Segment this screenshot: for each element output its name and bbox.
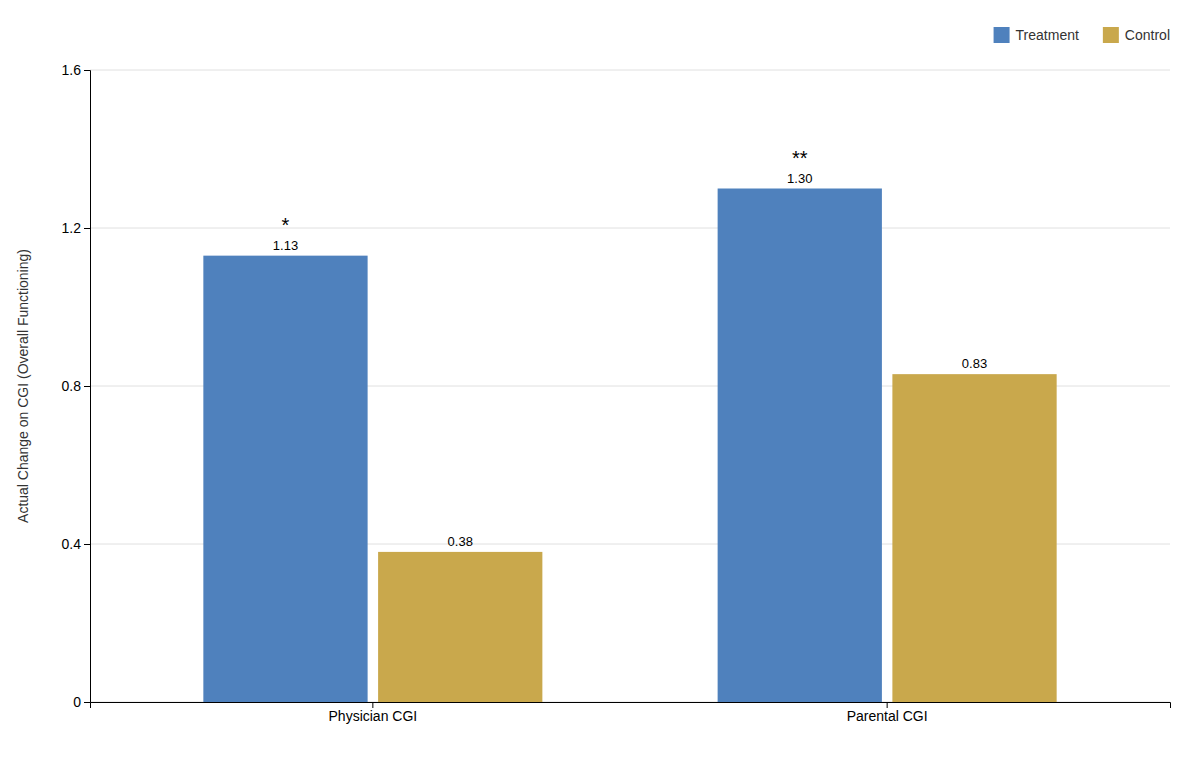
grid-line — [90, 228, 1170, 229]
data-label: 1.13 — [273, 238, 298, 253]
bar — [203, 256, 367, 702]
x-axis: Physician CGI Parental CGI — [91, 702, 1171, 724]
bars — [203, 189, 1056, 703]
legend-item: Treatment — [994, 27, 1079, 43]
annotation: ** — [792, 147, 808, 169]
x-tick: Physician CGI — [329, 702, 418, 724]
data-label: 0.38 — [448, 534, 473, 549]
y-tick-mark — [84, 228, 90, 229]
x-tick: Parental CGI — [847, 702, 928, 724]
plot: 0 0.4 0.8 1.2 1.6 Physician CGI Parental CGI Ac… — [15, 62, 1171, 724]
bar — [378, 552, 542, 702]
annotation: * — [282, 214, 290, 236]
y-tick: 0.4 — [62, 536, 90, 552]
legend-swatch — [1103, 27, 1119, 43]
y-tick: 0 — [73, 694, 90, 710]
y-tick-label: 0.4 — [62, 536, 82, 552]
y-tick-mark — [84, 544, 90, 545]
x-tick-label: Physician CGI — [329, 708, 418, 724]
y-tick: 0.8 — [62, 378, 90, 394]
y-axis-title: Actual Change on CGI (Overall Functionin… — [15, 249, 31, 523]
y-tick-label: 1.2 — [62, 220, 82, 236]
data-labels: 1.13 1.30 0.38 0.83 — [273, 171, 987, 549]
chart: 0 0.4 0.8 1.2 1.6 Physician CGI Parental CGI Ac… — [0, 0, 1200, 757]
legend-label: Treatment — [1016, 27, 1079, 43]
legend-swatch — [994, 27, 1010, 43]
legend-item: Control — [1103, 27, 1170, 43]
legend: Treatment Control — [994, 27, 1170, 43]
x-tick-label: Parental CGI — [847, 708, 928, 724]
legend-label: Control — [1125, 27, 1170, 43]
y-tick-label: 0 — [73, 694, 81, 710]
x-axis-line — [91, 703, 1171, 709]
y-tick-label: 0.8 — [62, 378, 82, 394]
y-tick-mark — [84, 702, 90, 703]
grid-line — [90, 70, 1170, 71]
bar — [718, 189, 882, 703]
y-tick-label: 1.6 — [62, 62, 82, 78]
y-tick: 1.2 — [62, 220, 90, 236]
data-label: 1.30 — [787, 171, 812, 186]
y-tick-mark — [84, 386, 90, 387]
grid — [90, 70, 1170, 702]
y-tick: 1.6 — [62, 62, 90, 78]
annotations: *** — [282, 147, 808, 236]
data-label: 0.83 — [962, 356, 987, 371]
y-tick-mark — [84, 70, 90, 71]
y-axis-line — [84, 71, 91, 703]
y-axis: 0 0.4 0.8 1.2 1.6 — [62, 62, 91, 710]
bar — [892, 374, 1056, 702]
